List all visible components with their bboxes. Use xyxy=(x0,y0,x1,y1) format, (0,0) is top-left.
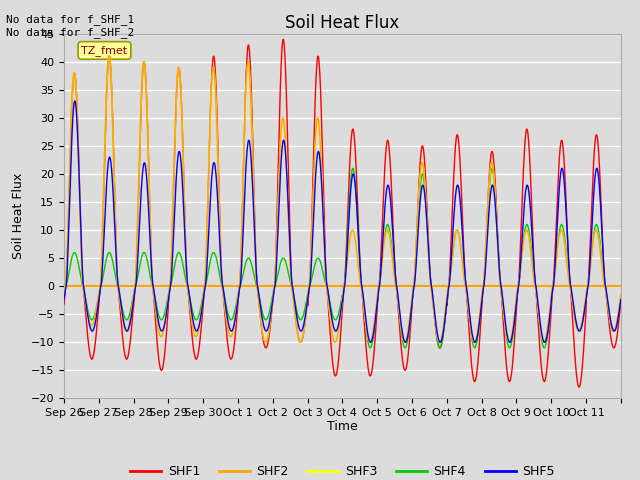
Line: SHF1: SHF1 xyxy=(64,39,621,387)
SHF1 xyxy=(279,36,287,42)
SHF5 xyxy=(611,328,618,334)
SHF3 xyxy=(262,339,269,345)
SHF5 xyxy=(317,179,325,185)
SHF5 xyxy=(617,297,625,302)
SHF2 xyxy=(317,170,325,176)
SHF3 xyxy=(556,230,564,236)
Y-axis label: Soil Heat Flux: Soil Heat Flux xyxy=(12,173,25,259)
SHF2 xyxy=(611,328,618,334)
SHF2 xyxy=(540,339,548,345)
SHF1 xyxy=(317,117,325,122)
SHF2 xyxy=(617,292,625,298)
SHF5 xyxy=(474,328,482,334)
SHF4 xyxy=(556,226,564,232)
SHF1 xyxy=(575,384,583,390)
SHF1 xyxy=(617,299,625,304)
SHF2 xyxy=(556,230,564,236)
SHF4 xyxy=(474,336,481,341)
Legend: SHF1, SHF2, SHF3, SHF4, SHF5: SHF1, SHF2, SHF3, SHF4, SHF5 xyxy=(125,460,559,480)
SHF3 xyxy=(148,263,156,268)
SHF5 xyxy=(471,339,479,345)
SHF2 xyxy=(105,53,113,59)
SHF3 xyxy=(474,324,482,330)
SHF2 xyxy=(474,326,482,332)
Line: SHF4: SHF4 xyxy=(64,168,621,348)
SHF1 xyxy=(474,360,482,366)
SHF5 xyxy=(556,178,564,184)
SHF3 xyxy=(617,293,625,299)
SHF4 xyxy=(147,278,155,284)
SHF4 xyxy=(617,294,625,300)
SHF3 xyxy=(105,53,113,59)
SHF1 xyxy=(147,247,155,252)
Title: Soil Heat Flux: Soil Heat Flux xyxy=(285,14,399,32)
Line: SHF2: SHF2 xyxy=(64,56,621,342)
SHF4 xyxy=(488,166,496,171)
SHF5 xyxy=(148,264,156,269)
SHF4 xyxy=(506,345,513,351)
SHF3 xyxy=(611,328,618,334)
SHF1 xyxy=(556,153,563,159)
SHF5 xyxy=(328,317,336,323)
SHF3 xyxy=(328,331,336,336)
SHF5 xyxy=(60,297,68,302)
SHF3 xyxy=(60,292,68,298)
X-axis label: Time: Time xyxy=(327,420,358,432)
Text: TZ_fmet: TZ_fmet xyxy=(81,45,127,56)
SHF2 xyxy=(148,267,156,273)
SHF4 xyxy=(60,291,68,297)
SHF5 xyxy=(71,98,79,104)
SHF1 xyxy=(60,301,68,307)
SHF4 xyxy=(328,308,335,314)
Text: No data for f_SHF_1
No data for f_SHF_2: No data for f_SHF_1 No data for f_SHF_2 xyxy=(6,14,134,38)
Line: SHF5: SHF5 xyxy=(64,101,621,342)
SHF2 xyxy=(328,330,336,336)
SHF1 xyxy=(328,354,336,360)
SHF4 xyxy=(317,262,325,267)
SHF3 xyxy=(318,175,326,180)
SHF1 xyxy=(611,345,618,350)
SHF2 xyxy=(60,291,68,297)
Line: SHF3: SHF3 xyxy=(64,56,621,342)
SHF4 xyxy=(611,328,618,334)
